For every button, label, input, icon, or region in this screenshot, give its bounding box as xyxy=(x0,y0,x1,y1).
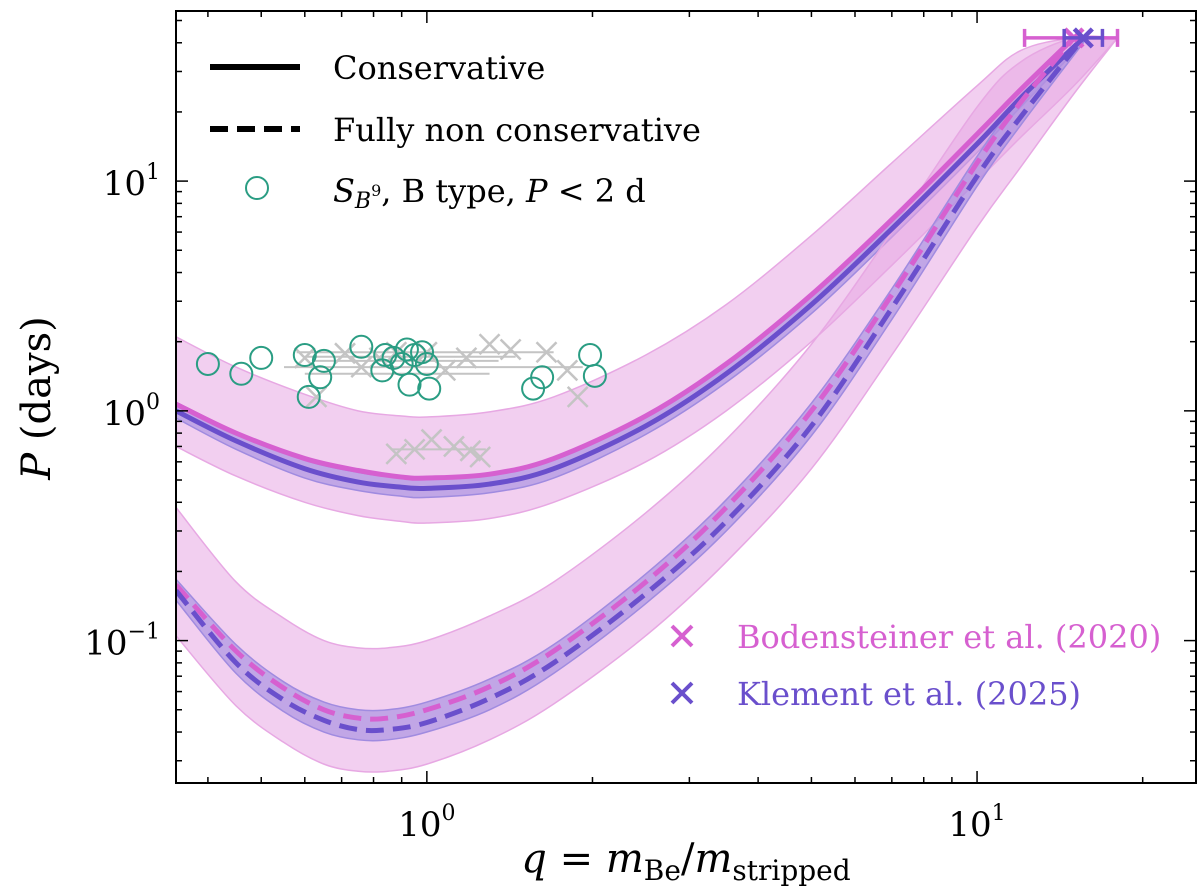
grey-x-marker xyxy=(556,359,579,382)
legend-sample-label: SB9, B type, P < 2 d xyxy=(333,172,646,214)
sample-circle-marker xyxy=(417,376,442,401)
y-tick-label: 10−1 xyxy=(84,620,160,664)
sample-circle-marker xyxy=(249,345,274,370)
grey-x-marker xyxy=(566,386,589,408)
sample-circle-marker xyxy=(311,348,336,373)
sample-circle-marker xyxy=(349,334,374,359)
sample-circle-marker xyxy=(229,361,254,386)
sample-circle-marker xyxy=(414,351,439,376)
grey-x-marker xyxy=(350,356,373,379)
legend-non-conservative-label: Fully non conservative xyxy=(333,111,701,149)
sample-circle-marker xyxy=(195,351,220,376)
sample-circles xyxy=(195,334,607,409)
plot-frame xyxy=(175,10,1197,784)
legend-sample-circle-swatch xyxy=(245,176,269,200)
grey-x-marker xyxy=(420,428,443,451)
sample-circle-marker xyxy=(530,365,555,390)
model-curves xyxy=(176,36,1086,734)
band-non-conservative-3 xyxy=(176,36,1085,742)
series-line-bodensteiner-et-al-2020-non-conservative xyxy=(176,36,1076,722)
grey-x-marker xyxy=(469,446,492,468)
y-tick-label: 100 xyxy=(103,390,160,434)
grey-x-marker xyxy=(385,442,408,465)
legend-conservative-label: Conservative xyxy=(333,49,545,87)
sample-circle-marker xyxy=(308,365,333,390)
reference-points xyxy=(1022,27,1120,49)
x-tick-label: 100 xyxy=(398,801,455,845)
legend-bodensteiner-x-marker xyxy=(670,624,694,648)
grey-x-marker xyxy=(443,435,465,458)
sample-circle-marker xyxy=(296,384,321,409)
sample-circle-marker xyxy=(394,337,419,362)
sample-circle-marker xyxy=(578,343,603,368)
y-axis-label: P (days) xyxy=(14,316,60,480)
grey-x-marker xyxy=(455,347,478,369)
series-line-klement-et-al-2025-non-conservative xyxy=(176,36,1086,734)
grey-x-marker xyxy=(334,342,356,365)
axis-ticks xyxy=(176,11,1196,783)
sample-circle-marker xyxy=(582,363,607,388)
grey-x-marker xyxy=(459,439,482,462)
sample-circle-marker xyxy=(389,351,414,376)
grey-x-marker xyxy=(478,333,501,356)
legend-klement-x-marker xyxy=(670,681,694,705)
series-line-bodensteiner-et-al-2020-conservative xyxy=(176,36,1076,481)
legend-klement-label: Klement et al. (2025) xyxy=(737,675,1081,713)
legend-bodensteiner-label: Bodensteiner et al. (2020) xyxy=(737,618,1161,656)
grey-x-marker xyxy=(305,386,328,408)
grey-x-marker xyxy=(499,338,522,361)
grey-x-marker xyxy=(403,438,426,461)
series-line-klement-et-al-2025-conservative xyxy=(176,36,1086,492)
style-legend: Conservative Fully non conservative SB9,… xyxy=(210,49,701,214)
source-legend: Bodensteiner et al. (2020) Klement et al… xyxy=(670,618,1161,713)
grey-x-marker xyxy=(535,341,558,364)
klement-reference-point xyxy=(1062,27,1105,49)
tick-labels: 100 101 10−1 100 101 xyxy=(84,160,1005,845)
grey-x-marker xyxy=(293,347,316,369)
sample-circle-marker xyxy=(397,372,422,397)
x-tick-label: 101 xyxy=(948,801,1005,845)
y-tick-label: 101 xyxy=(103,160,160,204)
x-axis-label: q = mBe/mstripped xyxy=(521,836,850,887)
sample-circle-marker xyxy=(410,340,435,365)
